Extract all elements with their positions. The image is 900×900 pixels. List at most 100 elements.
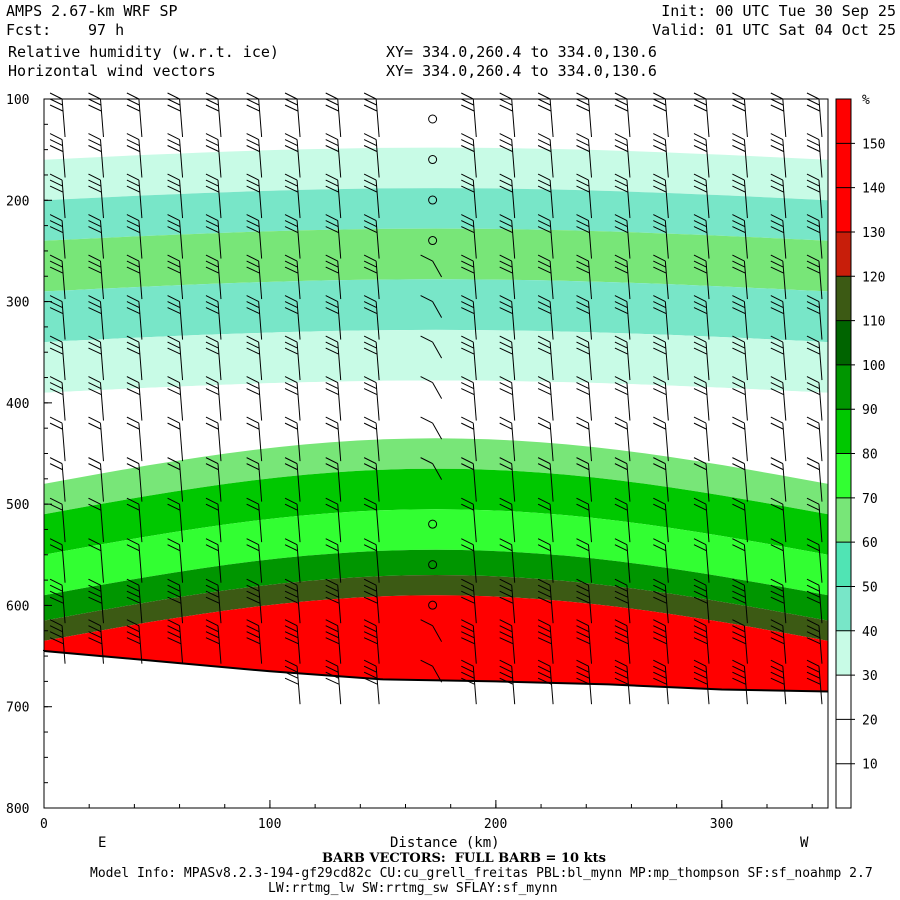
colorbar-bin: [836, 497, 851, 543]
barb-staff: [705, 625, 710, 664]
barb-staff: [664, 98, 669, 138]
barb-flag: [499, 92, 512, 100]
barb-staff: [549, 382, 554, 421]
barb-flag: [693, 376, 707, 384]
barb-flag: [167, 145, 181, 152]
barb-flag: [653, 139, 666, 146]
barb-staff: [664, 666, 669, 705]
barb-staff: [626, 261, 631, 300]
barb-staff: [337, 423, 342, 462]
barb-staff: [337, 463, 342, 502]
barb-flag: [653, 544, 666, 552]
barb-staff: [818, 544, 823, 583]
barb-flag: [537, 538, 551, 546]
barb-flag: [653, 578, 666, 586]
barb-flag: [167, 578, 180, 586]
barb-flag: [653, 133, 666, 140]
barb-flag: [537, 214, 551, 221]
barb-staff: [138, 423, 143, 462]
barb-flag: [325, 584, 339, 592]
barb-staff: [664, 342, 669, 381]
barb-staff: [472, 423, 477, 462]
barb-flag: [167, 139, 181, 146]
barb-staff: [588, 179, 593, 219]
barb-staff: [743, 463, 748, 502]
barb-flag: [88, 457, 101, 465]
barb-flag: [126, 631, 140, 639]
barb-flag: [806, 538, 820, 546]
barb-flag: [614, 382, 628, 390]
barb-flag: [614, 173, 628, 181]
barb-flag: [49, 463, 63, 471]
barb-staff: [664, 261, 669, 300]
barb-flag: [576, 416, 589, 424]
barb-staff: [664, 382, 669, 421]
barb-flag: [653, 619, 666, 627]
barb-flag: [693, 538, 707, 546]
colorbar-label: 70: [862, 492, 878, 507]
barb-flag: [770, 347, 784, 355]
barb-flag: [806, 133, 820, 140]
barb-flag: [499, 220, 513, 227]
barb-flag: [806, 307, 820, 315]
colorbar-label: 150: [862, 137, 885, 152]
barb-flag: [325, 544, 339, 552]
barb-flag: [205, 220, 219, 227]
barb-flag: [284, 388, 299, 396]
colorbar-label: 30: [862, 669, 878, 684]
barb-flag: [499, 584, 513, 592]
valid-time: Valid: 01 UTC Sat 04 Oct 25: [652, 21, 896, 39]
barb-flag: [126, 133, 140, 140]
barb-flag: [693, 671, 708, 679]
barb-flag: [88, 578, 101, 586]
barb-flag: [537, 341, 551, 349]
rh-layer: [44, 188, 828, 241]
barb-flag: [363, 376, 377, 384]
barb-flag: [732, 382, 746, 390]
barb-staff: [705, 585, 710, 624]
barb-staff: [818, 261, 823, 300]
barb-flag: [246, 139, 260, 146]
barb-staff: [217, 504, 222, 543]
barb-flag: [49, 98, 63, 106]
x-axis-start-label: E: [98, 835, 107, 851]
barb-staff: [217, 625, 222, 664]
calm-circle: [428, 519, 438, 529]
barb-staff: [472, 179, 477, 219]
barb-flag: [653, 347, 667, 355]
barb-flag: [693, 92, 707, 100]
barb-flag: [325, 92, 338, 100]
barb-flag: [88, 376, 101, 384]
barb-staff: [472, 504, 477, 543]
barb-staff: [337, 585, 342, 624]
barb-staff: [217, 382, 222, 421]
barb-flag: [88, 139, 102, 146]
barb-flag: [806, 104, 820, 112]
barb-flag: [770, 104, 784, 112]
barb-flag: [693, 457, 707, 465]
barb-flag: [653, 584, 666, 592]
barb-staff: [511, 544, 516, 583]
barb-flag: [653, 637, 667, 645]
barb-flag: [806, 497, 820, 505]
barb-staff: [549, 98, 554, 138]
barb-flag: [732, 214, 745, 221]
barb-flag: [732, 347, 746, 355]
barb-flag: [732, 179, 746, 187]
barb-flag: [732, 596, 746, 604]
barb-flag: [246, 463, 260, 471]
barb-flag: [770, 382, 784, 390]
barb-flag: [49, 173, 63, 181]
barb-flag: [88, 584, 102, 592]
barb-flag: [284, 503, 298, 511]
barb-flag: [461, 625, 474, 633]
barb-flag: [49, 637, 64, 645]
barb-staff: [296, 625, 301, 664]
barb-flag: [499, 214, 512, 221]
barb-flag: [167, 497, 180, 505]
barb-staff: [61, 179, 66, 219]
barb-flag: [770, 376, 784, 384]
barb-flag: [499, 416, 512, 424]
barb-staff: [511, 342, 516, 381]
barb-flag: [499, 185, 513, 193]
